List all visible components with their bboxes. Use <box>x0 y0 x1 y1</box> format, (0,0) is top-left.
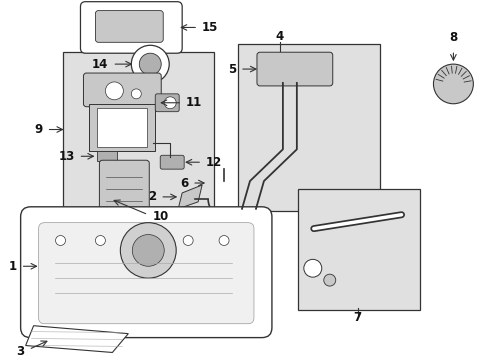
FancyBboxPatch shape <box>83 73 161 107</box>
FancyBboxPatch shape <box>256 52 332 86</box>
Text: 2: 2 <box>148 190 156 203</box>
Text: 3: 3 <box>17 345 24 358</box>
Circle shape <box>164 97 176 109</box>
FancyBboxPatch shape <box>20 207 271 338</box>
Text: 13: 13 <box>58 150 74 163</box>
Text: 15: 15 <box>202 21 218 34</box>
Bar <box>97 151 117 161</box>
Circle shape <box>303 259 321 277</box>
Circle shape <box>56 235 65 246</box>
FancyBboxPatch shape <box>81 2 182 53</box>
Text: 8: 8 <box>448 31 457 44</box>
FancyBboxPatch shape <box>160 155 184 169</box>
FancyBboxPatch shape <box>99 160 149 226</box>
FancyBboxPatch shape <box>39 223 253 324</box>
Text: 14: 14 <box>92 58 108 71</box>
Circle shape <box>183 235 193 246</box>
Text: 6: 6 <box>180 176 188 189</box>
Bar <box>62 52 214 213</box>
FancyBboxPatch shape <box>155 94 179 112</box>
Text: 1: 1 <box>8 260 17 273</box>
Polygon shape <box>25 326 128 352</box>
Circle shape <box>432 64 472 104</box>
Circle shape <box>131 45 169 83</box>
Text: 7: 7 <box>353 311 361 324</box>
Bar <box>297 189 419 310</box>
Circle shape <box>323 274 335 286</box>
FancyBboxPatch shape <box>95 10 163 42</box>
Circle shape <box>131 89 141 99</box>
Text: 5: 5 <box>227 63 236 76</box>
Circle shape <box>105 82 123 100</box>
Circle shape <box>95 235 105 246</box>
Polygon shape <box>178 185 202 209</box>
Circle shape <box>120 223 176 278</box>
Text: 12: 12 <box>205 156 222 169</box>
Text: 11: 11 <box>186 96 202 109</box>
Text: 9: 9 <box>34 123 42 136</box>
Bar <box>97 108 147 147</box>
Circle shape <box>132 235 164 266</box>
Bar <box>238 44 379 211</box>
Bar <box>89 104 155 151</box>
Text: 4: 4 <box>275 30 284 43</box>
Text: 10: 10 <box>152 210 168 223</box>
Circle shape <box>139 53 161 75</box>
Circle shape <box>219 235 228 246</box>
